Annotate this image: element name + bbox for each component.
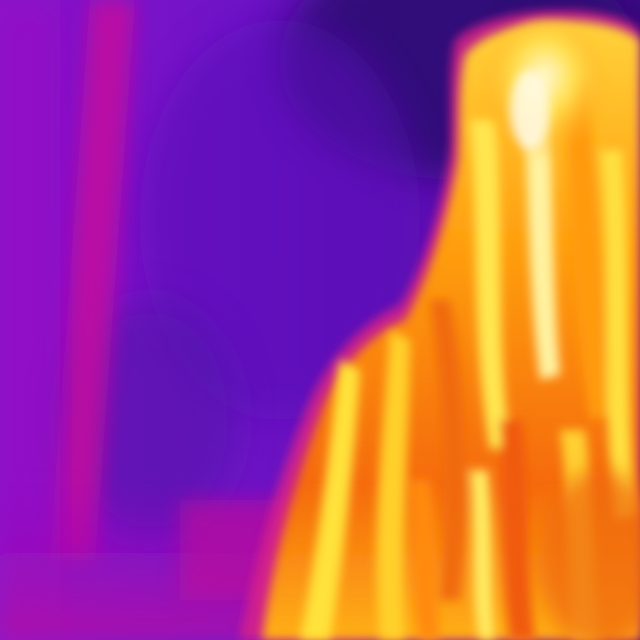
warm-shoulder xyxy=(540,470,640,640)
warm-pole xyxy=(50,0,135,560)
hottest-spot xyxy=(510,70,550,150)
cool-region xyxy=(140,20,420,420)
